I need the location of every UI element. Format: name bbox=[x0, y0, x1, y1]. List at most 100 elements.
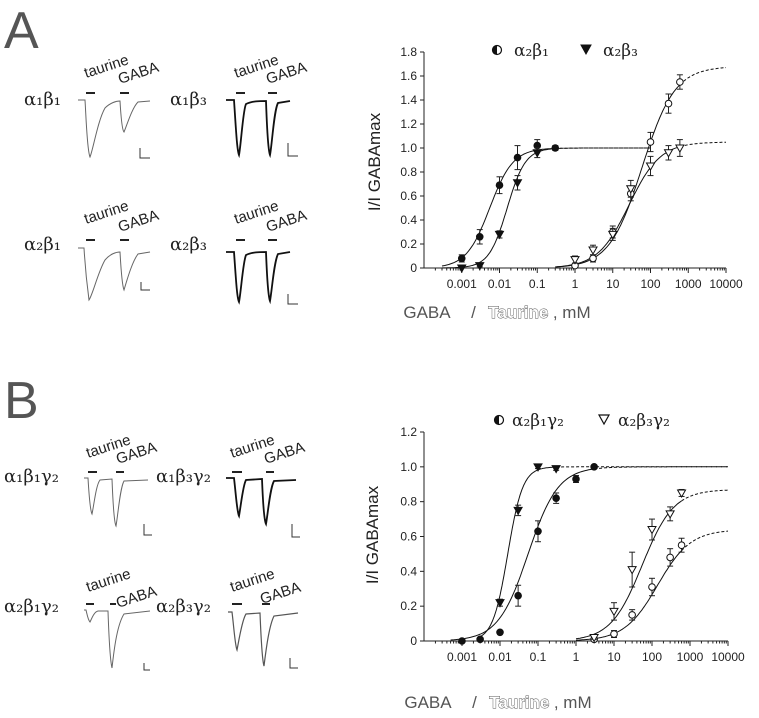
dose-response-chart-a: I/I GABAmax GABA / Taurine , mM α₂β₁ α₂β… bbox=[365, 41, 743, 322]
data-point bbox=[551, 144, 560, 152]
data-point bbox=[495, 599, 505, 608]
x-label-taurine: Taurine bbox=[488, 303, 548, 322]
x-label-separator: / bbox=[471, 303, 476, 322]
x-label-gaba: GABA bbox=[404, 693, 452, 712]
fit-extrapolation bbox=[679, 67, 726, 86]
data-point bbox=[570, 256, 580, 265]
data-point bbox=[609, 607, 619, 617]
x-tick-label: 10000 bbox=[711, 650, 745, 664]
y-tick-label: 0.6 bbox=[400, 189, 417, 203]
y-tick-label: 1.2 bbox=[400, 117, 417, 131]
receptor-label: α₂β₁ bbox=[24, 234, 61, 255]
y-tick-label: 1.8 bbox=[400, 45, 417, 59]
data-point bbox=[607, 230, 618, 240]
data-point bbox=[590, 463, 598, 471]
panel-letter-a: A bbox=[4, 2, 39, 60]
legend: α₂β₁γ₂ α₂β₃γ₂ bbox=[493, 411, 670, 431]
fit-curve bbox=[450, 468, 595, 641]
data-point bbox=[588, 246, 598, 256]
x-tick-label: 0.001 bbox=[447, 277, 477, 291]
gaba-label: GABA bbox=[114, 583, 159, 612]
scale-bar bbox=[287, 143, 298, 157]
receptor-label: α₁β₃ bbox=[170, 89, 207, 110]
data-point bbox=[534, 527, 542, 536]
data-point bbox=[663, 149, 674, 158]
y-tick-label: 1.0 bbox=[400, 460, 417, 474]
fit-curve bbox=[555, 146, 681, 268]
data-point bbox=[476, 635, 484, 644]
data-point bbox=[551, 465, 561, 474]
data-point bbox=[572, 475, 580, 483]
scale-bar bbox=[139, 148, 150, 159]
fit-curve bbox=[441, 147, 556, 267]
x-tick-label: 10000 bbox=[709, 277, 743, 291]
fit-curve bbox=[575, 500, 682, 640]
x-label-separator: / bbox=[472, 693, 477, 712]
data-point bbox=[494, 230, 505, 240]
x-tick-label: 10 bbox=[606, 277, 620, 291]
data-point bbox=[666, 553, 674, 562]
x-tick-label: 1000 bbox=[677, 650, 704, 664]
data-point bbox=[627, 566, 637, 575]
receptor-label: α₂β₃ bbox=[170, 234, 207, 255]
current-trace bbox=[78, 99, 151, 159]
y-tick-label: 0.2 bbox=[400, 599, 417, 613]
legend: α₂β₁ α₂β₃ bbox=[491, 41, 638, 61]
fit-curve bbox=[555, 84, 681, 268]
y-tick-label: 0 bbox=[410, 261, 417, 275]
data-point bbox=[495, 181, 504, 189]
data-point bbox=[514, 591, 522, 600]
x-tick-label: 0.01 bbox=[488, 650, 512, 664]
scale-bar bbox=[143, 524, 152, 536]
legend-label: α₂β₁ bbox=[514, 41, 549, 61]
x-tick-label: 0.001 bbox=[447, 650, 477, 664]
x-tick-label: 0.1 bbox=[530, 650, 547, 664]
data-point bbox=[513, 153, 522, 162]
x-label-unit: , mM bbox=[554, 693, 592, 712]
fit-extrapolation bbox=[681, 530, 728, 551]
legend-label: α₂β₃γ₂ bbox=[618, 411, 670, 431]
data-point bbox=[456, 264, 467, 274]
current-trace bbox=[226, 251, 291, 305]
open-down-triangle-icon bbox=[597, 414, 611, 426]
x-label-gaba: GABA bbox=[403, 303, 451, 322]
trace-b-1: α₁β₁γ₂ taurine GABA bbox=[4, 431, 159, 536]
y-tick-label: 0 bbox=[410, 634, 417, 648]
x-label-unit: , mM bbox=[553, 303, 591, 322]
x-tick-label: 10 bbox=[607, 650, 621, 664]
data-point bbox=[474, 262, 485, 271]
data-point bbox=[676, 78, 684, 86]
current-trace bbox=[84, 609, 151, 669]
data-point bbox=[645, 162, 656, 172]
data-point bbox=[648, 583, 656, 591]
data-point bbox=[676, 489, 687, 498]
x-axis-label: GABA / Taurine , mM bbox=[404, 693, 591, 712]
fit-extrapolation bbox=[681, 489, 728, 502]
fit-extrapolation bbox=[548, 147, 651, 150]
trace-a-2: α₁β₃ taurine GABA bbox=[170, 51, 309, 159]
trace-a-1: α₁β₁ taurine GABA bbox=[24, 51, 161, 159]
y-tick-label: 1.6 bbox=[400, 69, 417, 83]
y-tick-label: 1.4 bbox=[400, 93, 417, 107]
receptor-label: α₂β₃γ₂ bbox=[156, 596, 211, 617]
data-point bbox=[677, 541, 686, 550]
trace-b-3: α₂β₁γ₂ taurine GABA bbox=[4, 565, 159, 671]
x-tick-label: 0.01 bbox=[488, 277, 512, 291]
y-tick-label: 1.0 bbox=[400, 141, 417, 155]
current-trace bbox=[78, 247, 151, 302]
data-point bbox=[533, 463, 543, 472]
data-point bbox=[665, 510, 675, 519]
data-point bbox=[513, 506, 523, 516]
fit-extrapolation bbox=[679, 141, 726, 148]
x-tick-label: 0.1 bbox=[529, 277, 546, 291]
trace-a-3: α₂β₁ taurine GABA bbox=[24, 197, 161, 302]
current-trace bbox=[84, 477, 149, 528]
trace-a-4: α₂β₃ taurine GABA bbox=[170, 197, 309, 305]
x-label-taurine: Taurine bbox=[489, 693, 549, 712]
y-axis-label: I/I GABAmax bbox=[365, 112, 384, 211]
current-trace bbox=[226, 477, 297, 527]
scale-bar bbox=[289, 658, 298, 669]
dose-response-chart-b: I/I GABAmax GABA / Taurine , mM α₂β₁γ₂ α… bbox=[363, 411, 745, 712]
data-point bbox=[589, 254, 597, 263]
